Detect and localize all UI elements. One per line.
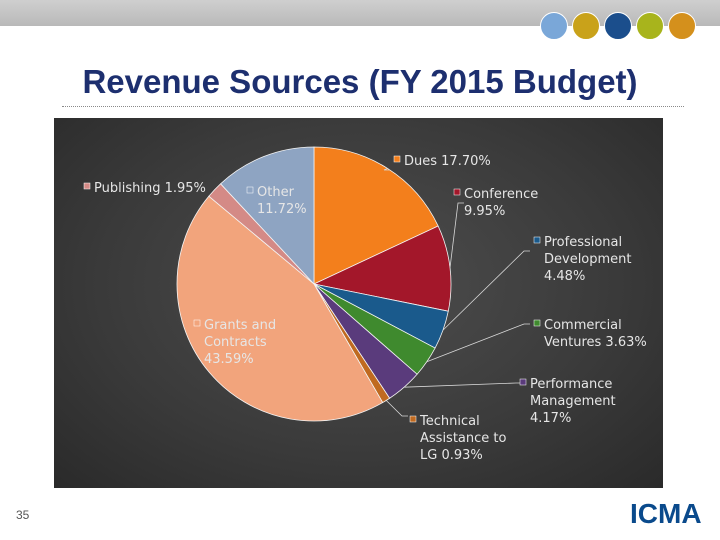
- icma-logo: ICMA: [630, 498, 702, 526]
- pie-label-commercial-ventures: Commercial Ventures 3.63%: [533, 318, 647, 350]
- pie-label-line: Assistance to: [420, 431, 507, 446]
- leader-line-technical-assistance-to-lg: [385, 400, 408, 417]
- pie-label-line: Professional: [544, 235, 622, 250]
- pie-label-conference: Conference 9.95%: [453, 187, 538, 219]
- leader-line-conference: [449, 202, 464, 268]
- legend-marker-performance-management: [519, 378, 527, 386]
- pie-label-line: Contracts: [204, 335, 267, 350]
- legend-marker-publishing: [83, 182, 91, 190]
- legend-marker-other: [246, 186, 254, 194]
- pie-label-line: Other: [257, 185, 295, 200]
- pie-label-line: Conference: [464, 187, 538, 202]
- pie-chart: Dues 17.70% Conference 9.95% Professional De…: [83, 146, 647, 463]
- pie-label-publishing: Publishing 1.95%: [83, 181, 206, 196]
- legend-marker-grants-and-contracts: [193, 319, 201, 327]
- leader-line-professional-development: [442, 250, 530, 331]
- pie-label-technical-assistance-to-lg: Technical Assistance to LG 0.93%: [409, 414, 507, 463]
- legend-marker-professional-development: [533, 236, 541, 244]
- pie-label-professional-development: Professional Development 4.48%: [533, 235, 632, 284]
- leader-line-performance-management: [404, 382, 522, 388]
- pie-label-line: Dues 17.70%: [404, 154, 491, 169]
- header-dot-1: [540, 12, 568, 40]
- header-dot-2: [572, 12, 600, 40]
- header-dot-3: [604, 12, 632, 40]
- legend-marker-technical-assistance-to-lg: [409, 415, 417, 423]
- pie-label-dues: Dues 17.70%: [393, 154, 491, 169]
- pie-label-line: 43.59%: [204, 352, 254, 367]
- pie-slice-grants-and-contracts: [176, 195, 384, 422]
- pie-label-line: Publishing 1.95%: [94, 181, 206, 196]
- page-number: 35: [16, 508, 30, 522]
- pie-label-line: Commercial: [544, 318, 622, 333]
- pie-label-line: Grants and: [204, 318, 276, 333]
- pie-label-line: 11.72%: [257, 202, 307, 217]
- pie-slice-other: [220, 146, 315, 286]
- header-dots: [540, 12, 696, 40]
- header-dot-4: [636, 12, 664, 40]
- legend-marker-commercial-ventures: [533, 319, 541, 327]
- pie-label-line: Performance: [530, 377, 612, 392]
- legend-marker-conference: [453, 188, 461, 196]
- pie-label-line: 4.48%: [544, 269, 585, 284]
- pie-label-line: LG 0.93%: [420, 448, 483, 463]
- pie-label-line: Ventures 3.63%: [544, 335, 647, 350]
- pie-label-line: 4.17%: [530, 411, 571, 426]
- pie-label-grants-and-contracts: Grants and Contracts 43.59%: [193, 318, 276, 367]
- pie-label-line: Development: [544, 252, 632, 267]
- pie-chart-panel: Dues 17.70% Conference 9.95% Professional De…: [54, 118, 663, 488]
- slide-title: Revenue Sources (FY 2015 Budget): [82, 63, 638, 100]
- title-divider: [62, 106, 684, 107]
- leader-line-dues: [383, 168, 390, 171]
- pie-label-line: Technical: [419, 414, 480, 429]
- logo-text: ICMA: [630, 498, 702, 526]
- header-bar: [0, 0, 720, 40]
- legend-marker-dues: [393, 155, 401, 163]
- pie-label-performance-management: Performance Management 4.17%: [519, 377, 616, 426]
- leader-line-commercial-ventures: [426, 323, 530, 363]
- pie-label-line: 9.95%: [464, 204, 505, 219]
- pie-label-other: Other 11.72%: [246, 185, 307, 217]
- header-dot-5: [668, 12, 696, 40]
- pie-label-line: Management: [530, 394, 616, 409]
